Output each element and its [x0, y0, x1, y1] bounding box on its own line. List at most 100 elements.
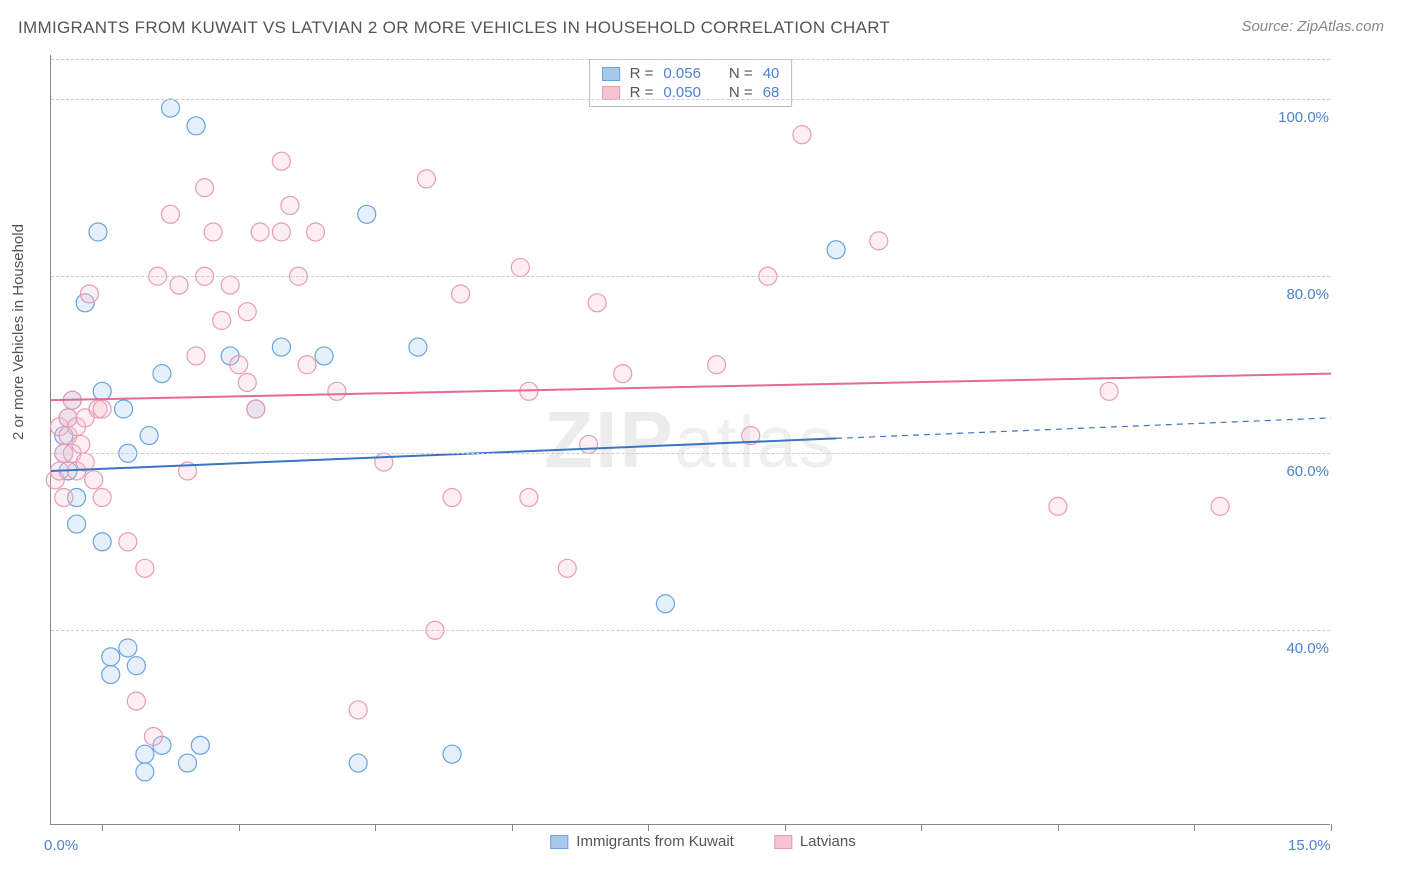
x-tickmark: [1331, 824, 1332, 831]
y-tick-label: 100.0%: [1269, 109, 1329, 126]
data-point: [307, 223, 325, 241]
gridline: [51, 99, 1330, 100]
data-point: [452, 285, 470, 303]
data-point: [127, 692, 145, 710]
data-point: [656, 595, 674, 613]
data-point: [827, 241, 845, 259]
data-point: [55, 489, 73, 507]
trend-line: [51, 438, 836, 471]
data-point: [375, 453, 393, 471]
y-tick-label: 80.0%: [1269, 286, 1329, 303]
x-tick-label: 15.0%: [1288, 837, 1331, 854]
data-point: [115, 400, 133, 418]
data-point: [247, 400, 265, 418]
data-point: [153, 365, 171, 383]
data-point: [238, 303, 256, 321]
x-tickmark: [1194, 824, 1195, 831]
data-point: [443, 489, 461, 507]
data-point: [272, 338, 290, 356]
data-point: [191, 736, 209, 754]
plot-area: ZIPatlas R = 0.056 N = 40 R = 0.050 N = …: [50, 55, 1330, 825]
legend-series: Immigrants from Kuwait Latvians: [550, 833, 855, 850]
data-point: [443, 745, 461, 763]
x-tickmark: [1058, 824, 1059, 831]
data-point: [708, 356, 726, 374]
data-point: [80, 285, 98, 303]
data-point: [281, 196, 299, 214]
data-point: [230, 356, 248, 374]
data-point: [580, 435, 598, 453]
trend-line-extrapolated: [836, 418, 1331, 439]
x-tickmark: [921, 824, 922, 831]
legend-swatch: [602, 86, 620, 100]
data-point: [161, 205, 179, 223]
data-point: [349, 701, 367, 719]
y-tick-label: 40.0%: [1269, 640, 1329, 657]
data-point: [588, 294, 606, 312]
legend-r-label: R =: [630, 65, 654, 82]
gridline: [51, 59, 1330, 60]
x-tickmark: [512, 824, 513, 831]
y-tick-label: 60.0%: [1269, 463, 1329, 480]
gridline: [51, 453, 1330, 454]
data-point: [520, 489, 538, 507]
data-point: [417, 170, 435, 188]
data-point: [349, 754, 367, 772]
legend-series-label: Immigrants from Kuwait: [576, 833, 734, 850]
data-point: [89, 223, 107, 241]
legend-row: R = 0.056 N = 40: [602, 64, 780, 83]
x-tickmark: [648, 824, 649, 831]
data-point: [1100, 382, 1118, 400]
legend-item: Latvians: [774, 833, 856, 850]
chart-svg: [51, 55, 1330, 824]
data-point: [68, 515, 86, 533]
data-point: [511, 258, 529, 276]
chart-title: IMMIGRANTS FROM KUWAIT VS LATVIAN 2 OR M…: [18, 18, 890, 38]
data-point: [119, 639, 137, 657]
gridline: [51, 276, 1330, 277]
data-point: [196, 179, 214, 197]
data-point: [238, 373, 256, 391]
x-tickmark: [102, 824, 103, 831]
data-point: [136, 559, 154, 577]
data-point: [179, 754, 197, 772]
data-point: [102, 666, 120, 684]
source-label: Source: ZipAtlas.com: [1241, 18, 1384, 35]
data-point: [272, 152, 290, 170]
data-point: [1211, 497, 1229, 515]
data-point: [102, 648, 120, 666]
legend-swatch: [550, 835, 568, 849]
data-point: [870, 232, 888, 250]
x-tickmark: [785, 824, 786, 831]
legend-series-label: Latvians: [800, 833, 856, 850]
legend-swatch: [774, 835, 792, 849]
data-point: [127, 657, 145, 675]
data-point: [251, 223, 269, 241]
legend-n-value: 40: [763, 65, 780, 82]
x-tickmark: [239, 824, 240, 831]
data-point: [315, 347, 333, 365]
data-point: [93, 382, 111, 400]
x-tick-label: 0.0%: [44, 837, 78, 854]
legend-swatch: [602, 67, 620, 81]
data-point: [119, 533, 137, 551]
data-point: [272, 223, 290, 241]
data-point: [93, 400, 111, 418]
data-point: [72, 435, 90, 453]
data-point: [187, 347, 205, 365]
data-point: [409, 338, 427, 356]
gridline: [51, 630, 1330, 631]
data-point: [1049, 497, 1067, 515]
data-point: [328, 382, 346, 400]
data-point: [298, 356, 316, 374]
data-point: [558, 559, 576, 577]
legend-item: Immigrants from Kuwait: [550, 833, 734, 850]
data-point: [140, 427, 158, 445]
data-point: [136, 745, 154, 763]
data-point: [358, 205, 376, 223]
data-point: [85, 471, 103, 489]
x-tickmark: [375, 824, 376, 831]
data-point: [136, 763, 154, 781]
data-point: [144, 727, 162, 745]
data-point: [170, 276, 188, 294]
